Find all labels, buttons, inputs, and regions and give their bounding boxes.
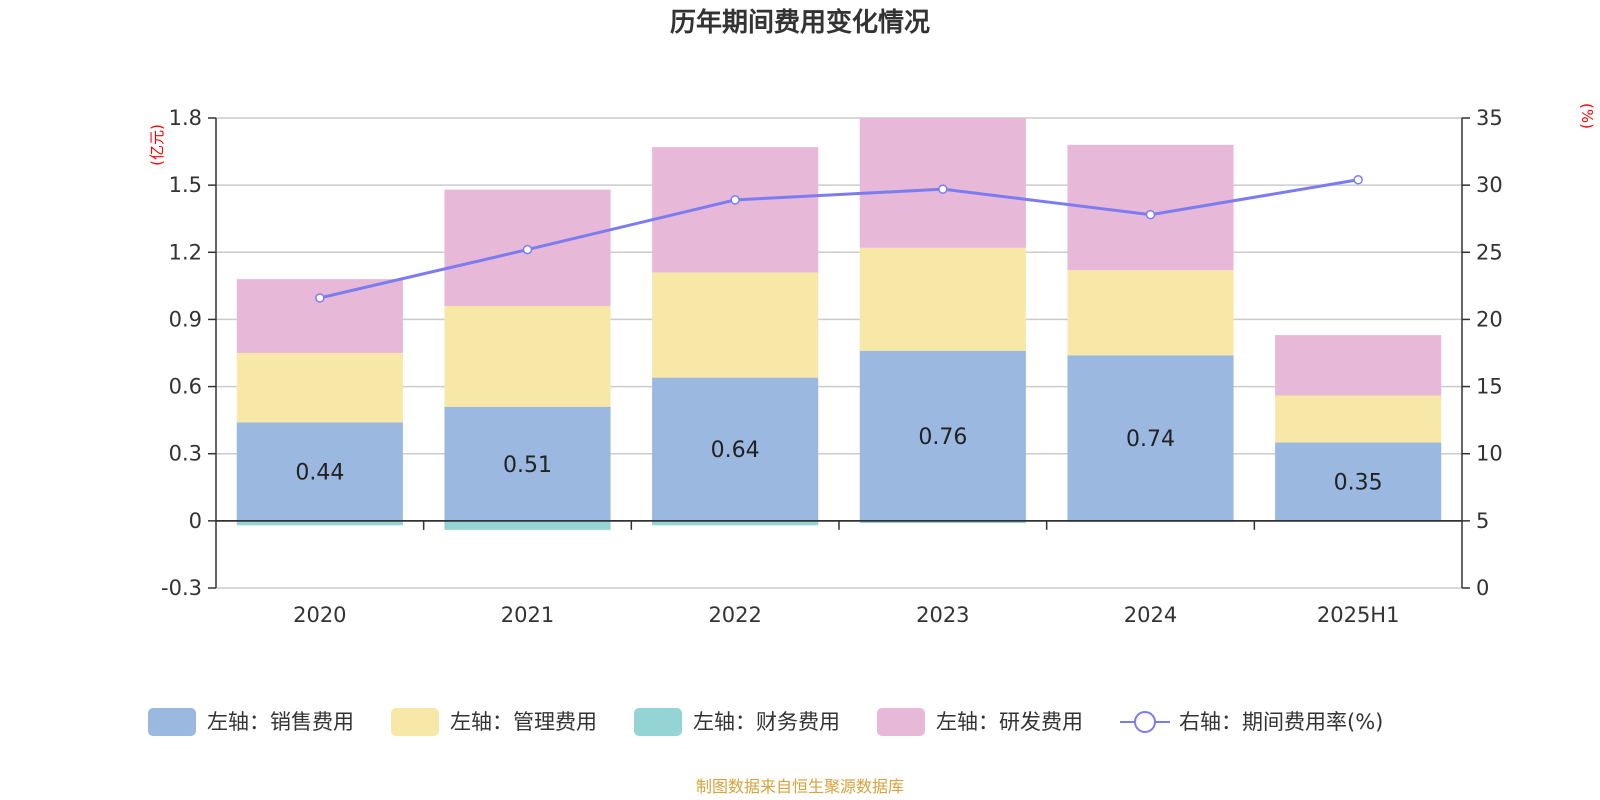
left-tick-label: 1.2 bbox=[169, 240, 202, 264]
legend-swatch bbox=[148, 708, 196, 736]
right-tick-label: 5 bbox=[1476, 509, 1489, 533]
left-tick-label: 1.5 bbox=[169, 173, 202, 197]
data-label: 0.74 bbox=[1126, 427, 1175, 452]
legend-marker-icon bbox=[1134, 711, 1156, 733]
bar-segment bbox=[1275, 395, 1442, 443]
right-tick-label: 25 bbox=[1476, 240, 1503, 264]
bar-segment bbox=[236, 422, 403, 521]
bar-segment bbox=[1275, 442, 1442, 521]
rate-point bbox=[1353, 175, 1363, 185]
bar-segment bbox=[236, 520, 403, 526]
rate-line-path bbox=[319, 178, 1359, 300]
left-tick-label: -0.3 bbox=[161, 576, 202, 600]
bars bbox=[236, 118, 1442, 530]
legend-label: 左轴：销售费用 bbox=[207, 710, 354, 734]
legend: 左轴：销售费用 左轴：管理费用 左轴：财务费用 左轴：研发费用 右轴：期间费用率(%) bbox=[148, 708, 1383, 736]
rate-point bbox=[522, 244, 533, 255]
bar-segment bbox=[1067, 270, 1234, 356]
right-tick-label: 20 bbox=[1476, 307, 1503, 331]
data-label: 0.51 bbox=[503, 453, 552, 478]
right-axis-unit: (%) bbox=[1578, 103, 1596, 129]
axes: -0.3 0 0.3 0.6 0.9 1.2 1.5 1.8 0 5 10 15 20 25 30 35 202… bbox=[161, 106, 1503, 627]
bar-segment bbox=[652, 377, 819, 521]
bar-segment bbox=[1275, 335, 1442, 396]
x-tick-label: 2022 bbox=[708, 603, 761, 627]
right-tick-label: 0 bbox=[1476, 576, 1489, 600]
bar-segment bbox=[444, 306, 611, 407]
bar-segment bbox=[236, 353, 403, 423]
bar-segment bbox=[444, 520, 611, 530]
rate-point bbox=[1145, 209, 1156, 220]
bar-segment bbox=[859, 350, 1026, 521]
legend-label: 右轴：期间费用率(%) bbox=[1179, 710, 1383, 734]
data-labels: 0.44 0.51 0.64 0.76 0.74 0.35 bbox=[295, 425, 1382, 496]
left-tick-label: 1.8 bbox=[169, 106, 202, 130]
left-tick-label: 0.9 bbox=[169, 307, 202, 331]
data-label: 0.76 bbox=[918, 425, 967, 450]
right-tick-label: 15 bbox=[1476, 375, 1503, 399]
left-axis-unit: (亿元) bbox=[148, 124, 166, 166]
bar-segment bbox=[444, 406, 611, 521]
x-tick-label: 2023 bbox=[916, 603, 969, 627]
left-tick-label: 0.3 bbox=[169, 442, 202, 466]
data-label: 0.44 bbox=[295, 461, 344, 486]
bar-segment bbox=[652, 272, 819, 378]
bar-segment bbox=[859, 118, 1026, 248]
bar-segment bbox=[859, 520, 1026, 524]
bar-segment bbox=[652, 147, 819, 273]
right-tick-label: 35 bbox=[1476, 106, 1503, 130]
rate-line bbox=[315, 175, 1363, 303]
x-tick-label: 2024 bbox=[1124, 603, 1177, 627]
left-tick-label: 0 bbox=[189, 509, 202, 533]
gridlines bbox=[216, 117, 1462, 589]
right-tick-label: 30 bbox=[1476, 173, 1503, 197]
left-tick-label: 0.6 bbox=[169, 375, 202, 399]
chart-title: 历年期间费用变化情况 bbox=[670, 7, 930, 38]
legend-swatch bbox=[391, 708, 439, 736]
data-label: 0.35 bbox=[1334, 471, 1383, 496]
bar-segment bbox=[652, 520, 819, 526]
source-note: 制图数据来自恒生聚源数据库 bbox=[696, 777, 904, 796]
bar-segment bbox=[1067, 355, 1234, 521]
rate-point bbox=[315, 293, 325, 303]
legend-label: 左轴：研发费用 bbox=[936, 710, 1083, 734]
legend-label: 左轴：财务费用 bbox=[693, 710, 840, 734]
rate-point bbox=[938, 184, 948, 194]
x-tick-label: 2025H1 bbox=[1317, 603, 1400, 627]
bar-segment bbox=[859, 247, 1026, 351]
x-tick-label: 2021 bbox=[501, 603, 554, 627]
bar-segment bbox=[236, 279, 403, 353]
legend-swatch bbox=[877, 708, 925, 736]
legend-label: 左轴：管理费用 bbox=[450, 710, 597, 734]
legend-swatch bbox=[634, 708, 682, 736]
data-label: 0.64 bbox=[711, 438, 760, 463]
right-tick-label: 10 bbox=[1476, 442, 1503, 466]
x-tick-label: 2020 bbox=[293, 603, 346, 627]
rate-point bbox=[730, 195, 740, 205]
